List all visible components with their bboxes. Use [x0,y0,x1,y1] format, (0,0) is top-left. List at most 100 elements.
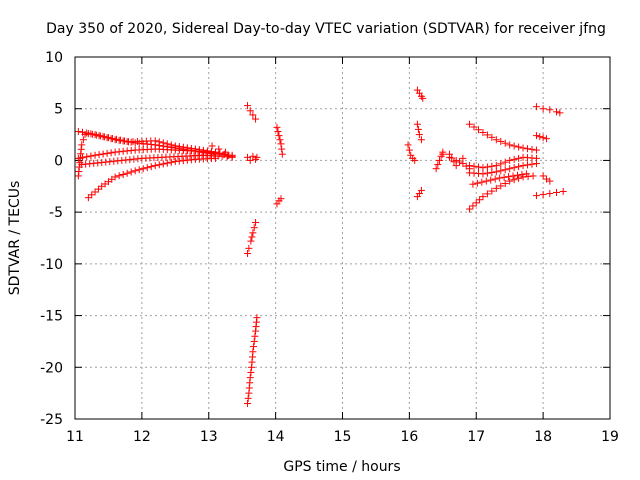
data-point-arc-t [510,142,518,150]
data-point-arc-k [250,343,258,351]
data-point-arc-b [120,137,128,145]
data-point-arc-z [532,132,540,140]
data-point-arc-e [111,173,119,181]
data-point-arc-t [528,145,536,153]
data-point-arc-j [249,229,257,237]
y-tick-label: -25 [40,412,63,428]
data-point-arc-l [276,136,284,144]
data-point-arc-v [501,166,509,174]
data-point-arc-t [519,144,527,152]
data-point-arc-p [415,131,423,139]
data-point-arc-e [88,191,96,199]
data-point-arc-w [510,176,518,184]
data-point-arc-n [405,146,413,154]
data-point-arc-t [501,139,509,147]
data-point-arc-w [488,187,496,195]
data-point-arc-n [411,156,419,164]
x-tick-label: 17 [467,429,485,445]
data-point-arc-j [250,224,258,232]
y-axis-title: SDTVAR / TECUs [7,181,23,296]
data-point-arc-u [488,162,496,170]
y-tick-label: -10 [40,257,63,273]
data-point-arc-k [253,314,261,322]
data-point-arc-x [505,173,513,181]
data-point-arc-e [147,163,155,171]
gridlines [75,57,610,419]
data-point-arc-e [127,168,135,176]
data-point-arc-z [542,135,550,143]
data-point-arc-k [251,332,259,340]
data-point-arc-u [479,164,487,172]
data-point-arc-x [473,179,481,187]
data-point-arc-e [151,162,159,170]
data-point-arc-x [496,174,504,182]
data-point-arc-k [244,399,252,407]
data-point-arc-w [483,190,491,198]
data-point-arc-w [466,205,474,213]
data-point-arc-n [404,141,412,149]
data-point-arc-k [249,348,257,356]
data-point-arc-w [469,202,477,210]
data-point-arc-d [218,152,226,160]
data-point-arc-x [487,176,495,184]
data-point-arc-c [95,151,103,159]
data-point-arc-aa [546,177,554,185]
data-point-arc-c [99,150,107,158]
data-point-arc-t [474,126,482,134]
data-point-arc-e [163,159,171,167]
data-point-arc-h [249,111,257,119]
data-point-arc-bb [539,191,547,199]
data-point-arc-l [278,145,286,153]
data-point-arc-g [215,145,223,153]
data-point-arc-y [556,109,564,117]
data-point-arc-h [252,115,260,123]
data-point-arc-k [246,374,254,382]
x-tick-labels: 11 12 13 14 15 16 17 18 19 [66,429,619,445]
data-point-arc-x [478,178,486,186]
data-point-arc-x [518,171,526,179]
data-point-arc-u [510,155,518,163]
data-point-arc-e [84,194,92,202]
data-point-arc-s [434,161,442,169]
data-point-arc-l [275,132,283,140]
x-tick-label: 19 [601,429,619,445]
data-point-arc-v [524,161,532,169]
data-point-arc-e [94,185,102,193]
y-tick-labels: 10 5 0 -5 -10 -15 -20 -25 [40,50,63,428]
x-tick-label: 15 [334,429,352,445]
data-point-arc-t [532,146,540,154]
data-point-arc-e [91,188,99,196]
data-point-arc-e [123,169,131,177]
y-tick-label: -15 [40,309,63,325]
data-point-arc-p [417,136,425,144]
x-tick-label: 13 [200,429,218,445]
x-tick-label: 11 [66,429,84,445]
data-point-arc-v [519,162,527,170]
data-point-arc-t [524,145,532,153]
data-point-arc-t [479,129,487,137]
data-point-arc-u [492,162,500,170]
data-point-arc-z [536,133,544,141]
data-point-arc-s [448,154,456,162]
data-point-arc-j [244,250,252,258]
data-point-arc-b [100,133,108,141]
data-point-arc-t [488,133,496,141]
x-tick-label: 12 [133,429,151,445]
data-point-arc-v [515,163,523,171]
data-point-arc-b [108,135,116,143]
data-point-arc-b [92,131,100,139]
data-point-arc-c [103,149,111,157]
data-point-arc-x [482,177,490,185]
y-tick-label: 10 [45,50,63,66]
data-point-arc-a [83,129,91,137]
data-point-arc-u [483,163,491,171]
data-point-arc-t [515,143,523,151]
data-point-arc-z [539,134,547,142]
data-point-arc-y [553,108,560,116]
data-point-arc-k [247,368,255,376]
plot-frame [74,56,611,420]
data-point-arc-l [273,123,281,131]
data-point-arc-bb [532,192,540,200]
data-point-arc-j [248,233,256,241]
